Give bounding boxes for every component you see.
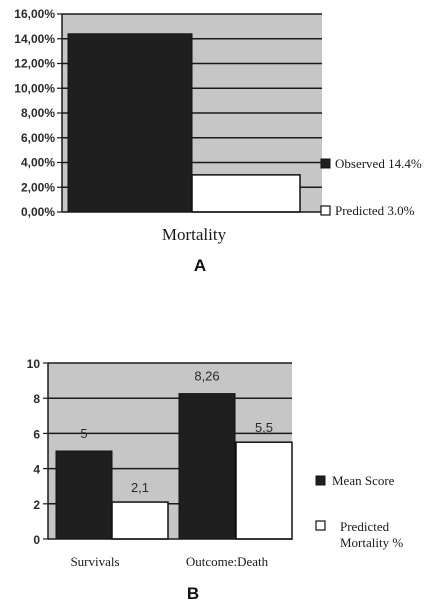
chart-b-y-tick-label: 4 [33, 463, 40, 477]
chart-b-y-ticks: 0 2 4 6 8 10 [27, 357, 41, 547]
chart-a-x-label: Mortality [162, 225, 227, 244]
chart-a-y-tick-label: 12,00% [14, 57, 55, 71]
chart-a-legend-label-observed: Observed 14.4% [335, 156, 422, 171]
chart-b-legend-label-predicted-line1: Predicted [340, 519, 390, 534]
chart-a-y-tick-label: 8,00% [21, 106, 55, 120]
chart-a-bar-predicted [191, 174, 301, 213]
chart-b-y-tick-label: 0 [33, 533, 40, 547]
chart-a-legend-swatch-observed [320, 158, 331, 169]
chart-a-y-ticks: 0,00% 2,00% 4,00% 6,00% 8,00% 10,00% 12,00% 14,… [14, 7, 55, 219]
chart-b-data-label: 5,5 [255, 420, 273, 435]
chart-b-y-tick-label: 10 [27, 357, 41, 371]
chart-b-legend-swatch-predicted [315, 520, 326, 531]
panel-label-b: B [187, 584, 199, 602]
chart-b-bar-mean-score [178, 393, 236, 540]
chart-a-y-tick-label: 0,00% [21, 205, 55, 219]
chart-b-bar-predicted [235, 441, 293, 540]
chart-b-x-ticks: Survivals Outcome:Death [70, 554, 268, 569]
chart-b-data-label: 2,1 [131, 480, 149, 495]
chart-b-y-tick-label: 6 [33, 427, 40, 441]
chart-b-legend-label-predicted-line2: Mortality % [340, 535, 403, 550]
chart-b-data-label: 5 [80, 426, 87, 441]
chart-a-y-tick-label: 14,00% [14, 32, 55, 46]
chart-a-bar-observed [67, 33, 193, 213]
chart-a-y-tick-label: 10,00% [14, 81, 55, 95]
panel-label-a: A [194, 256, 206, 275]
chart-b-x-tick-label: Survivals [70, 554, 119, 569]
chart-b-x-tick-label: Outcome:Death [186, 554, 269, 569]
chart-a-legend-swatch-predicted [320, 205, 331, 216]
chart-b-bars [55, 393, 293, 540]
chart-a-legend: Observed 14.4% Predicted 3.0% [320, 156, 422, 218]
chart-a-bars [67, 33, 301, 213]
chart-a-y-tick-label: 4,00% [21, 156, 55, 170]
chart-a-y-tick-label: 16,00% [14, 7, 55, 21]
chart-b-y-tick-label: 2 [33, 498, 40, 512]
chart-b-data-labels: 5 2,1 8,26 5,5 [80, 369, 273, 495]
chart-b-y-tick-label: 8 [33, 392, 40, 406]
chart-b-legend-swatch-mean-score [315, 475, 326, 486]
chart-b-bar-mean-score [55, 450, 113, 540]
chart-a-y-tick-label: 2,00% [21, 180, 55, 194]
chart-a: 0,00% 2,00% 4,00% 6,00% 8,00% 10,00% 12,00% 14,… [14, 7, 422, 275]
chart-b: 0 2 4 6 8 10 5 2,1 8,26 5,5 Survivals Outcome:Dea… [27, 357, 404, 602]
chart-b-legend-label-mean-score: Mean Score [332, 473, 395, 488]
chart-b-bar-predicted [111, 501, 169, 540]
chart-a-y-tick-label: 6,00% [21, 131, 55, 145]
chart-b-data-label: 8,26 [194, 369, 219, 384]
chart-a-legend-label-predicted: Predicted 3.0% [335, 203, 415, 218]
